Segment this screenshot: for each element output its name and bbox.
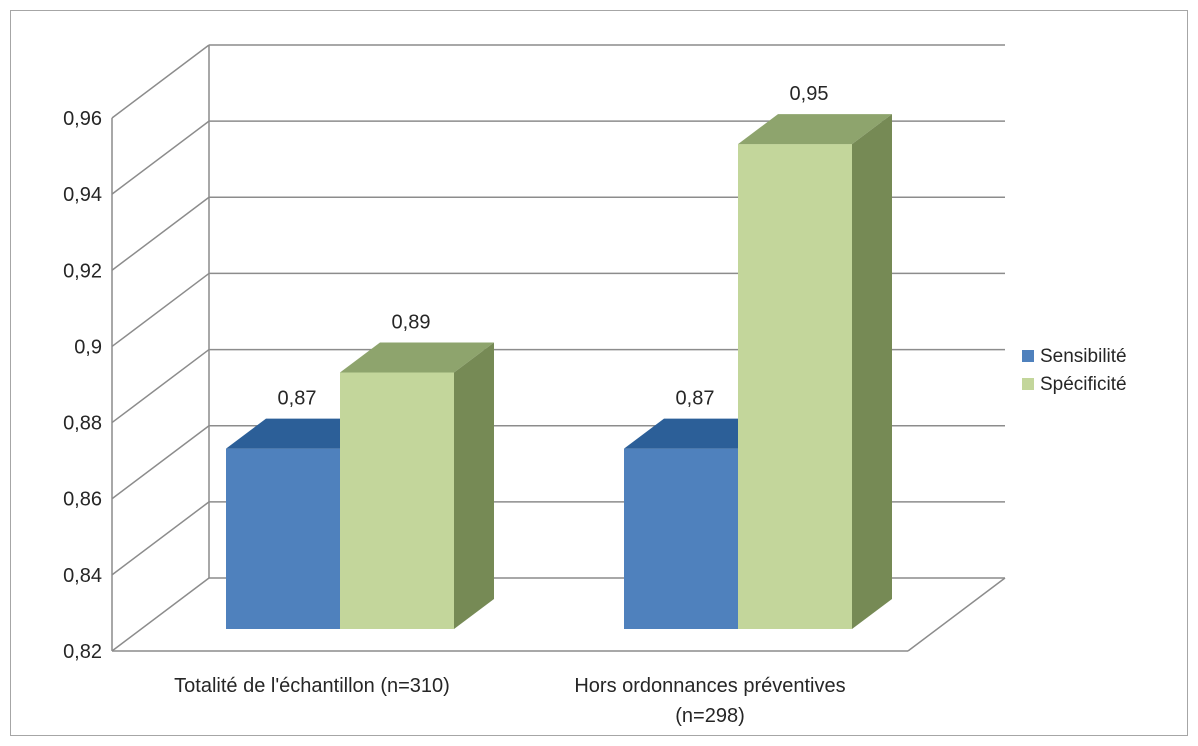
y-tick-label: 0,82 (63, 641, 102, 663)
floor-right-edge (907, 577, 1006, 652)
x-axis-labels: Totalité de l'échantillon (n=310) Hors or… (174, 675, 845, 727)
y-tick-label: 0,96 (63, 108, 102, 130)
y-axis-ticks: 0,82 0,84 0,86 0,88 0,9 0,92 0,94 0,96 (63, 108, 102, 663)
legend-swatch (1022, 350, 1034, 362)
x-category-label: Hors ordonnances préventives (574, 675, 845, 697)
gridline-side (111, 425, 210, 500)
chart-frame (10, 10, 1188, 736)
gridline-side (111, 120, 210, 195)
legend-swatch (1022, 378, 1034, 390)
bar-top (340, 342, 494, 373)
gridline-side (111, 348, 210, 424)
data-label: 0,87 (676, 388, 715, 410)
bar-front (624, 448, 738, 629)
x-category-label: Totalité de l'échantillon (n=310) (174, 675, 450, 697)
legend-label: Spécificité (1040, 374, 1127, 395)
y-tick-label: 0,9 (74, 336, 102, 358)
gridline-side (111, 577, 210, 652)
legend: Sensibilité Spécificité (1022, 346, 1127, 395)
legend-label: Sensibilité (1040, 346, 1127, 367)
y-tick-label: 0,86 (63, 489, 102, 511)
bar-side (454, 342, 494, 629)
bar-top (738, 114, 892, 145)
data-label: 0,87 (278, 388, 317, 410)
y-tick-label: 0,94 (63, 184, 102, 206)
gridline-side (111, 501, 210, 576)
bar-front (738, 144, 852, 630)
bars: 0,87 0,89 0,87 0,95 (226, 83, 892, 630)
gridline-side (111, 44, 210, 119)
gridline-side (111, 196, 210, 271)
y-tick-label: 0,84 (63, 565, 102, 587)
data-label: 0,89 (392, 312, 431, 334)
bar-side (852, 114, 892, 630)
chart-walls (111, 45, 1006, 652)
gridline-side (111, 272, 210, 348)
bar-front (340, 372, 454, 629)
bar-front (226, 448, 340, 629)
data-label: 0,95 (790, 83, 829, 105)
y-tick-label: 0,92 (63, 260, 102, 282)
x-category-label: (n=298) (675, 705, 745, 727)
y-tick-label: 0,88 (63, 413, 102, 435)
